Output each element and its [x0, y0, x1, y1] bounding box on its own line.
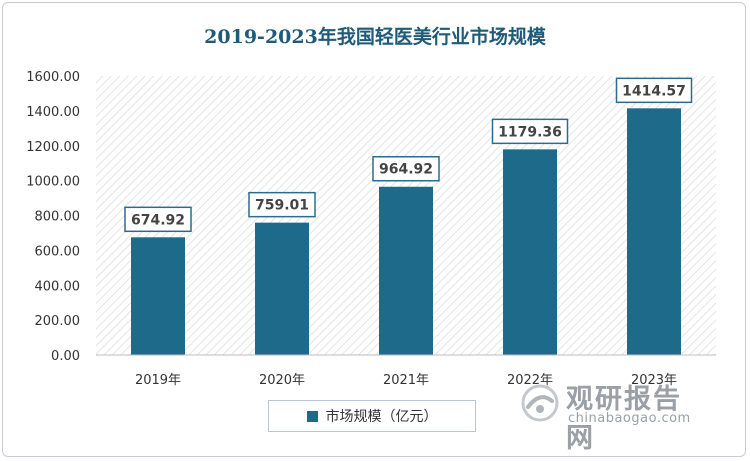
value-label: 1179.36	[498, 124, 562, 140]
x-axis-labels: 2019年 2020年 2021年 2022年 2023年	[135, 373, 677, 388]
bar	[255, 222, 309, 355]
value-label-box	[372, 155, 440, 182]
bar	[379, 186, 433, 355]
y-tick-label: 0.00	[51, 349, 80, 364]
watermark-cn: 观研报告网	[566, 384, 682, 454]
x-tick-label: 2022年	[507, 373, 553, 388]
value-label-box	[491, 118, 569, 145]
y-tick-label: 200.00	[35, 314, 81, 329]
y-tick-label: 1600.00	[26, 70, 80, 85]
bar	[131, 237, 185, 355]
x-tick-label: 2020年	[259, 373, 305, 388]
x-tick-label: 2023年	[631, 373, 677, 388]
value-label: 1414.57	[622, 83, 686, 99]
legend-label: 市场规模（亿元）	[325, 409, 438, 425]
value-label: 964.92	[379, 162, 433, 178]
bar	[503, 149, 557, 355]
y-tick-label: 1400.00	[26, 105, 80, 120]
bar	[627, 108, 681, 356]
y-tick-label: 600.00	[35, 244, 81, 259]
watermark: 观研报告网 chinabaogao.com	[520, 375, 710, 454]
legend-swatch	[306, 410, 318, 422]
value-label: 674.92	[131, 212, 185, 228]
x-tick-label: 2021年	[383, 373, 429, 388]
y-tick-label: 400.00	[35, 279, 81, 294]
bars: 674.92 759.01 964.92 1179.36 1414.57	[124, 77, 693, 356]
y-tick-label: 1200.00	[26, 140, 80, 155]
y-axis-ticks: 0.00 200.00 400.00 600.00 800.00 1000.00 1200.…	[26, 70, 80, 364]
watermark-en: chinabaogao.com	[568, 411, 691, 426]
chart-title: 2019-2023年我国轻医美行业市场规模	[204, 26, 546, 48]
y-tick-label: 1000.00	[26, 175, 80, 190]
legend: 市场规模（亿元）	[268, 400, 476, 432]
y-tick-label: 800.00	[35, 210, 81, 225]
value-label-box	[248, 191, 316, 218]
x-tick-label: 2019年	[135, 373, 181, 388]
value-label-box	[615, 77, 693, 104]
value-label-box	[124, 206, 192, 233]
value-label: 759.01	[255, 198, 309, 214]
watermark-logo-icon	[521, 384, 559, 422]
